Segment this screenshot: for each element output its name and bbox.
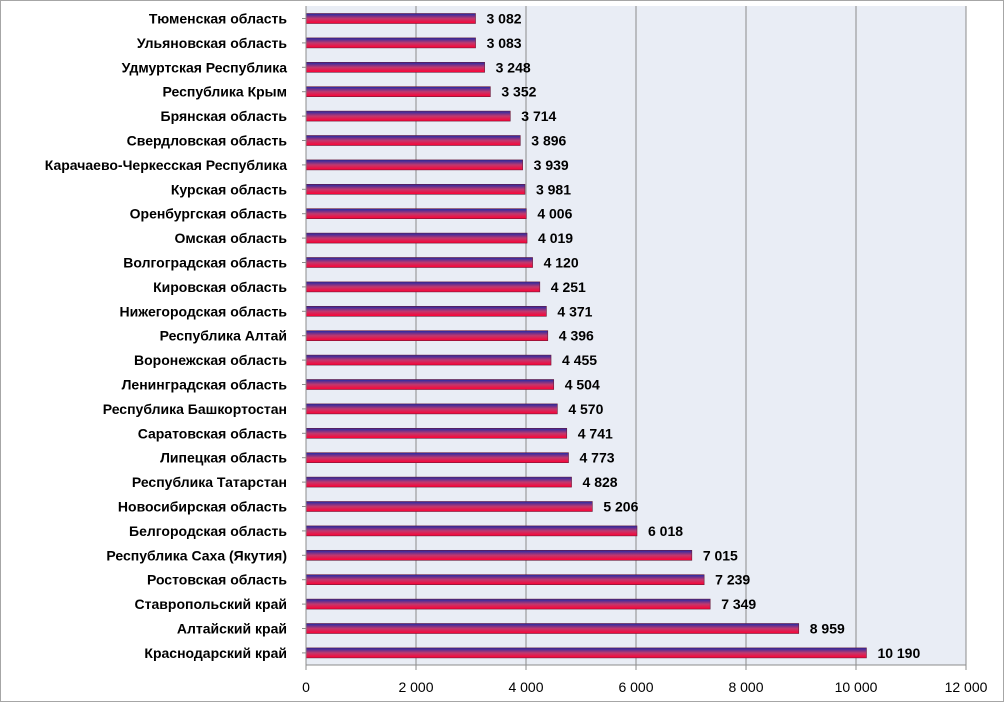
category-label: Ростовская область (147, 572, 287, 588)
axes (302, 6, 967, 670)
data-label: 3 082 (487, 11, 522, 27)
data-label: 5 206 (603, 499, 638, 515)
bar (305, 549, 693, 561)
bar (305, 452, 569, 464)
bar (305, 379, 555, 390)
bar (305, 281, 541, 293)
bar (305, 403, 558, 415)
data-label: 3 248 (496, 59, 531, 75)
bar (305, 574, 705, 586)
data-label: 3 981 (536, 181, 571, 197)
bar (305, 305, 547, 317)
category-label: Оренбургская область (130, 206, 288, 222)
data-label: 4 371 (557, 303, 592, 319)
category-label: Воронежская область (134, 352, 287, 368)
bar (305, 184, 526, 195)
category-label: Свердловская область (127, 133, 288, 149)
category-label: Республика Крым (162, 84, 287, 100)
data-label: 6 018 (648, 523, 683, 539)
category-label: Ставропольский край (135, 596, 287, 612)
x-tick-label: 8 000 (728, 679, 763, 695)
bar (305, 37, 476, 49)
bar (305, 354, 552, 366)
category-label: Омская область (175, 230, 288, 246)
x-tick-label: 0 (302, 679, 310, 695)
data-label: 8 959 (810, 621, 845, 637)
data-label: 4 251 (551, 279, 586, 295)
data-label: 3 714 (521, 108, 556, 124)
bar (305, 61, 485, 73)
data-label: 4 570 (568, 401, 603, 417)
x-tick-label: 4 000 (508, 679, 543, 695)
category-label: Кировская область (153, 279, 287, 295)
bar (305, 135, 521, 146)
category-label: Тюменская область (149, 11, 288, 27)
data-label: 4 773 (580, 450, 615, 466)
category-label: Липецкая область (160, 450, 287, 466)
category-label: Ленинградская область (122, 377, 288, 393)
bar (305, 232, 528, 244)
x-tick-label: 12 000 (945, 679, 988, 695)
bar (305, 257, 533, 268)
category-label: Волгоградская область (123, 255, 287, 271)
category-label: Новосибирская область (118, 499, 287, 515)
data-label: 4 741 (578, 425, 613, 441)
data-label: 4 019 (538, 230, 573, 246)
bar (305, 623, 800, 634)
x-tick-label: 2 000 (398, 679, 433, 695)
category-label: Республика Татарстан (132, 474, 287, 490)
category-label: Республика Алтай (160, 328, 287, 344)
category-label: Брянская область (161, 108, 288, 124)
data-label: 4 504 (565, 377, 600, 393)
data-label: 3 352 (501, 84, 536, 100)
bar (305, 476, 572, 488)
category-label: Курская область (171, 181, 288, 197)
bar (305, 86, 491, 97)
category-label: Республика Башкортостан (103, 401, 287, 417)
category-label: Саратовская область (138, 425, 288, 441)
data-label: 3 939 (534, 157, 569, 173)
data-label: 7 015 (703, 547, 738, 563)
data-label: 4 828 (583, 474, 618, 490)
data-label: 3 083 (487, 35, 522, 51)
data-label: 7 349 (721, 596, 756, 612)
bar (305, 330, 549, 342)
bar (305, 159, 523, 171)
category-label: Белгородская область (129, 523, 287, 539)
category-label: Ульяновская область (137, 35, 288, 51)
data-label: 4 396 (559, 328, 594, 344)
bar (305, 110, 511, 122)
bar (305, 647, 867, 659)
data-label: 4 006 (537, 206, 572, 222)
bar (305, 525, 638, 537)
category-label: Удмуртская Республика (122, 59, 288, 75)
bar (305, 427, 568, 439)
bar (305, 598, 711, 610)
bar (305, 501, 593, 512)
data-label: 4 455 (562, 352, 597, 368)
x-tick-label: 6 000 (618, 679, 653, 695)
x-tick-label: 10 000 (835, 679, 878, 695)
category-label: Карачаево-Черкесская Республика (45, 157, 287, 173)
bar (305, 13, 476, 24)
category-label: Республика Саха (Якутия) (106, 547, 287, 563)
category-label: Нижегородская область (120, 303, 288, 319)
bar (305, 208, 527, 219)
labels: 0 2 000 4 000 6 000 8 000 10 000 12 000 Тюменск… (45, 11, 988, 696)
category-label: Краснодарский край (144, 645, 287, 661)
data-label: 7 239 (715, 572, 750, 588)
data-label: 4 120 (544, 255, 579, 271)
data-label: 3 896 (531, 133, 566, 149)
data-label: 10 190 (877, 645, 920, 661)
category-label: Алтайский край (177, 621, 287, 637)
